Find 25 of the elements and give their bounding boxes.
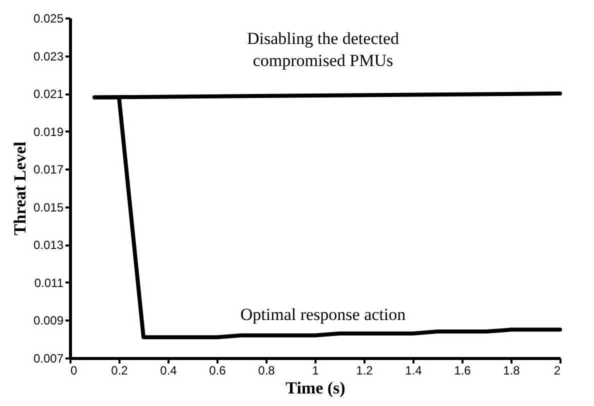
x-tick-label: 1.2 bbox=[356, 364, 374, 378]
y-axis-title: Threat Level bbox=[10, 141, 30, 236]
y-tick-label: 0.023 bbox=[33, 49, 64, 64]
x-tick-label: 1.8 bbox=[503, 364, 520, 378]
x-tick-label: 0.4 bbox=[160, 364, 178, 378]
x-axis-title: Time (s) bbox=[286, 378, 346, 398]
x-tick-label: 0.2 bbox=[111, 364, 128, 378]
y-tick-label: 0.015 bbox=[33, 200, 64, 214]
y-tick-label: 0.021 bbox=[33, 87, 64, 102]
y-tick-label: 0.011 bbox=[34, 276, 64, 290]
annotation: Disabling the detected compromised PMUs bbox=[246, 29, 400, 70]
y-tick-label: 0.007 bbox=[33, 352, 64, 366]
x-tick-label: 0 bbox=[70, 364, 78, 378]
x-tick-label: 2 bbox=[554, 364, 561, 378]
x-tick-label: 1 bbox=[312, 364, 320, 378]
y-tick-label: 0.019 bbox=[33, 124, 64, 139]
x-tick-label: 1.4 bbox=[405, 364, 422, 378]
x-tick-label: 0.6 bbox=[209, 364, 226, 378]
y-tick-label: 0.013 bbox=[33, 238, 64, 252]
x-tick-label: 0.8 bbox=[258, 364, 276, 378]
x-tick-label: 1.6 bbox=[454, 364, 472, 378]
y-tick-label: 0.017 bbox=[33, 162, 64, 177]
annotation: Optimal response action bbox=[240, 305, 406, 324]
y-tick-label: 0.025 bbox=[33, 12, 64, 26]
y-tick-label: 0.009 bbox=[33, 314, 64, 328]
